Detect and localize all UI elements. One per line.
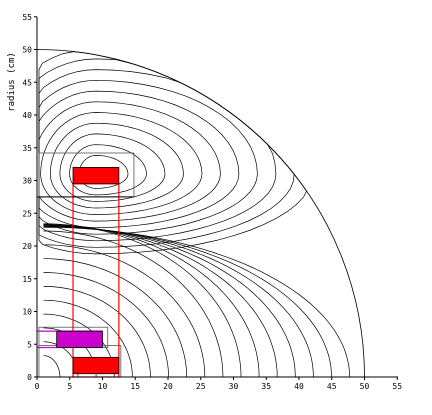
y-tick-label: 55 — [22, 13, 32, 22]
y-tick-label: 25 — [22, 209, 32, 218]
y-tick-label: 0 — [27, 373, 32, 382]
x-tick-label: 25 — [196, 382, 206, 391]
contour-arc — [43, 355, 61, 377]
y-axis-label: radius (cm) — [7, 52, 17, 112]
axes — [36, 17, 398, 378]
x-tick-label: 35 — [261, 382, 271, 391]
contour-loop — [59, 133, 166, 202]
y-tick-label: 40 — [22, 111, 32, 120]
contour-arc — [43, 299, 133, 378]
x-tick-label: 20 — [163, 382, 173, 391]
x-tick-label: 15 — [130, 382, 140, 391]
y-tick-label: 30 — [22, 177, 32, 186]
contour-loop — [38, 79, 258, 235]
y-tick-label: 10 — [22, 308, 32, 317]
x-tick-label: 40 — [294, 382, 304, 391]
x-tick-label: 5 — [67, 382, 72, 391]
magenta-coil — [56, 330, 103, 348]
y-tick-label: 35 — [22, 144, 32, 153]
contour-arc — [43, 244, 206, 378]
y-tick-label: 15 — [22, 275, 32, 284]
x-tick-label: 10 — [98, 382, 108, 391]
contour-loop — [38, 101, 221, 222]
lower-coil — [72, 356, 120, 375]
y-tick-label: 45 — [22, 78, 32, 87]
contour-arc — [43, 230, 224, 378]
boundary-arc — [36, 49, 365, 378]
contour-loop — [49, 122, 184, 209]
y-tick-label: 5 — [27, 340, 32, 349]
contour-loop — [69, 144, 147, 196]
y-tick-label: 50 — [22, 46, 32, 55]
x-ticks: 0 5 10 15 20 25 30 35 40 45 50 55 — [35, 377, 402, 391]
flux-contours — [38, 51, 351, 378]
y-ticks: 0 5 10 15 20 25 30 35 40 45 50 55 — [22, 13, 37, 382]
contour-loop — [38, 90, 240, 229]
x-tick-label: 50 — [360, 382, 370, 391]
contour-arc — [43, 272, 169, 378]
x-tick-label: 0 — [35, 382, 40, 391]
coils — [37, 166, 134, 378]
outer-boundary — [36, 49, 365, 378]
contour-arc — [43, 258, 188, 378]
x-tick-label: 45 — [327, 382, 337, 391]
x-tick-label: 55 — [392, 382, 402, 391]
upper-coil — [72, 166, 120, 185]
x-tick-label: 30 — [229, 382, 239, 391]
contour-arc — [43, 226, 351, 378]
y-tick-label: 20 — [22, 242, 32, 251]
contour-loop — [40, 112, 203, 215]
